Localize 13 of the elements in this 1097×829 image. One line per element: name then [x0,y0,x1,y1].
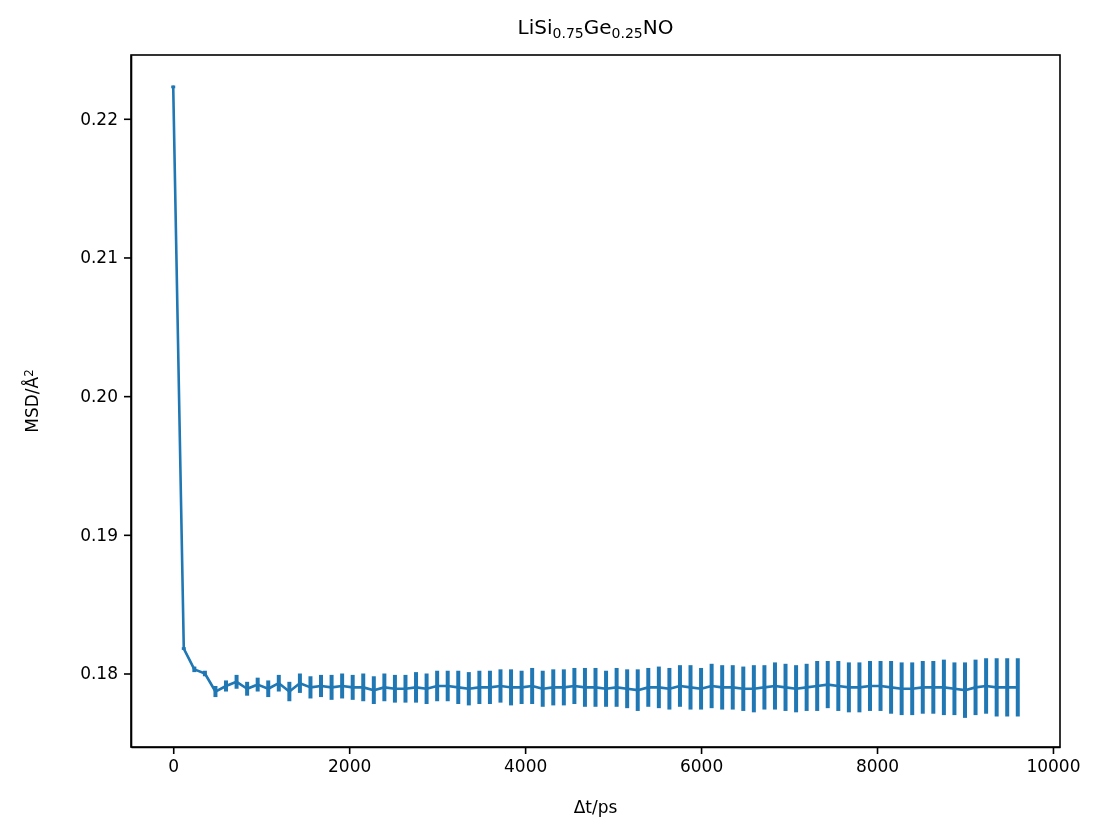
x-tick-label: 0 [168,756,180,777]
x-tick-label: 10000 [1026,756,1081,777]
y-tick-label: 0.18 [80,663,118,684]
y-tick-label: 0.20 [80,386,118,407]
x-tick-label: 8000 [855,756,900,777]
x-tick-label: 2000 [328,756,372,777]
x-tick-label: 4000 [503,756,548,777]
chart-title: LiSi$_{0.75}$Ge$_{0.25}$NO [517,15,674,41]
x-tick-label: 6000 [679,756,724,777]
x-axis-title: Δt/ps [573,797,618,817]
y-tick-label: 0.19 [80,524,118,545]
y-tick-label: 0.22 [80,108,118,129]
y-tick-label: 0.21 [80,247,118,268]
